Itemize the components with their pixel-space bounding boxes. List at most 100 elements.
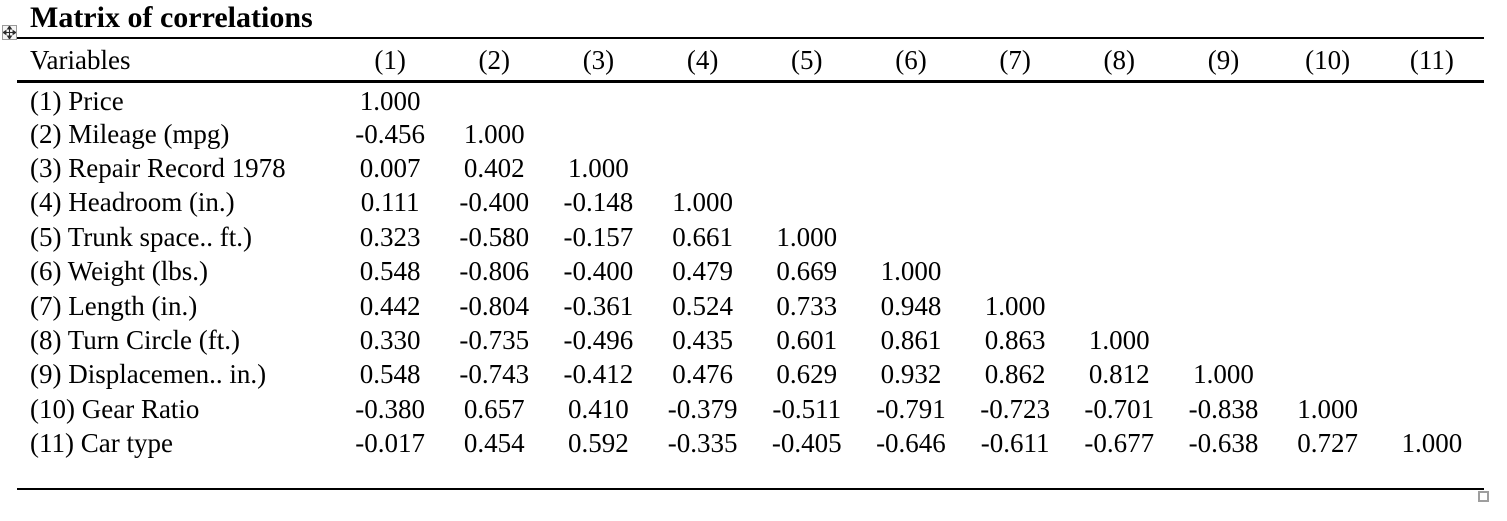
empty-cell <box>859 186 963 220</box>
empty-cell <box>651 82 755 118</box>
empty-cell <box>442 82 546 118</box>
correlation-cell: 1.000 <box>463 118 525 149</box>
empty-cell <box>1171 220 1275 254</box>
correlation-cell: 1.000 <box>672 187 733 218</box>
correlation-cell: 1.000 <box>1193 359 1254 390</box>
empty-cell <box>1067 255 1171 289</box>
empty-cell <box>755 82 859 118</box>
table-resize-handle[interactable] <box>1478 491 1489 502</box>
empty-cell <box>546 117 650 151</box>
empty-cell <box>1276 358 1380 392</box>
correlation-cell: -0.743 <box>459 359 530 390</box>
empty-cell <box>963 82 1067 118</box>
correlation-cell: 0.435 <box>672 325 733 356</box>
correlation-cell: -0.638 <box>1188 428 1259 459</box>
table-body: (1) Price 1.000 (2) Mileage (mpg) -0.456 1.0… <box>17 82 1484 461</box>
empty-cell <box>859 117 963 151</box>
correlation-cell: 0.948 <box>880 290 942 321</box>
row-label: (11) Car type <box>30 428 173 459</box>
correlation-cell: 1.000 <box>568 153 629 184</box>
empty-cell <box>755 117 859 151</box>
empty-cell <box>859 151 963 185</box>
table-row: (9) Displacemen.. in.) 0.548 -0.743 -0.412 0… <box>17 358 1484 392</box>
empty-cell <box>1380 358 1484 392</box>
empty-cell <box>1276 117 1380 151</box>
correlation-cell: -0.400 <box>563 256 634 287</box>
empty-cell <box>963 117 1067 151</box>
row-label: (1) Price <box>30 86 124 116</box>
row-label: (6) Weight (lbs.) <box>30 256 209 287</box>
correlation-cell: 0.661 <box>672 221 733 252</box>
correlation-cell: 0.454 <box>463 428 525 459</box>
empty-cell <box>963 220 1067 254</box>
table-row: (4) Headroom (in.) 0.111 -0.400 -0.148 1.000 <box>17 186 1484 220</box>
correlation-cell: -0.335 <box>667 428 738 459</box>
correlation-cell: -0.701 <box>1084 393 1155 424</box>
correlation-cell: 0.657 <box>463 393 525 424</box>
empty-cell <box>651 117 755 151</box>
table-row: (3) Repair Record 1978 0.007 0.402 1.000 <box>17 151 1484 185</box>
table-move-handle[interactable] <box>2 25 17 40</box>
empty-cell <box>1067 220 1171 254</box>
page-title: Matrix of correlations <box>30 1 313 34</box>
correlation-cell: 0.479 <box>672 256 733 287</box>
column-header: (5) <box>791 45 823 75</box>
empty-cell <box>1276 220 1380 254</box>
correlation-cell: 1.000 <box>1297 393 1358 424</box>
empty-cell <box>1380 220 1484 254</box>
correlation-cell: 1.000 <box>984 290 1046 321</box>
empty-cell <box>1380 392 1484 426</box>
table-row: (2) Mileage (mpg) -0.456 1.000 <box>17 117 1484 151</box>
correlation-cell: 0.323 <box>359 221 421 252</box>
correlation-cell: 0.524 <box>672 290 733 321</box>
correlation-table: Variables (1) (2) (3) (4) (5) (6) (7) (8) (9) (10… <box>17 37 1484 490</box>
empty-cell <box>1067 151 1171 185</box>
correlation-cell: 0.548 <box>359 256 421 287</box>
correlation-cell: -0.646 <box>876 428 946 459</box>
empty-cell <box>1171 82 1275 118</box>
column-header: (11) <box>1409 45 1454 75</box>
row-label: (8) Turn Circle (ft.) <box>30 325 240 356</box>
empty-cell <box>1276 151 1380 185</box>
four-way-arrow-icon <box>3 26 16 39</box>
correlation-cell: -0.148 <box>563 187 634 218</box>
empty-cell <box>651 151 755 185</box>
empty-cell <box>1067 186 1171 220</box>
empty-cell <box>963 151 1067 185</box>
correlation-cell: 0.601 <box>776 325 838 356</box>
table-row: (8) Turn Circle (ft.) 0.330 -0.735 -0.496 0.… <box>17 323 1484 357</box>
table-row: (6) Weight (lbs.) 0.548 -0.806 -0.400 0.479 0… <box>17 255 1484 289</box>
correlation-cell: 0.932 <box>880 359 942 390</box>
empty-cell <box>546 82 650 118</box>
correlation-cell: -0.157 <box>563 221 634 252</box>
correlation-cell: 1.000 <box>1401 428 1463 459</box>
correlation-cell: -0.380 <box>355 393 425 424</box>
correlation-cell: -0.806 <box>459 256 530 287</box>
empty-cell <box>1171 255 1275 289</box>
correlation-cell: -0.017 <box>355 428 425 459</box>
correlation-cell: 0.548 <box>359 359 421 390</box>
correlation-cell: 0.629 <box>776 359 838 390</box>
empty-cell <box>1380 323 1484 357</box>
correlation-cell: 0.592 <box>568 428 629 459</box>
correlation-cell: -0.611 <box>980 428 1050 459</box>
empty-cell <box>755 186 859 220</box>
table-row: (10) Gear Ratio -0.380 0.657 0.410 -0.379 -0.… <box>17 392 1484 426</box>
column-header: (4) <box>686 45 719 75</box>
table-row: (11) Car type -0.017 0.454 0.592 -0.335 -0.40… <box>17 427 1484 461</box>
empty-cell <box>1171 117 1275 151</box>
empty-cell <box>1276 186 1380 220</box>
column-header-variables: Variables <box>30 45 131 75</box>
empty-cell <box>1380 117 1484 151</box>
correlation-cell: 1.000 <box>359 86 421 116</box>
empty-cell <box>1067 82 1171 118</box>
correlation-cell: -0.400 <box>459 187 530 218</box>
correlation-cell: -0.379 <box>667 393 738 424</box>
empty-cell <box>1380 186 1484 220</box>
row-label: (10) Gear Ratio <box>30 393 200 424</box>
correlation-cell: 0.862 <box>984 359 1046 390</box>
column-header: (3) <box>582 45 615 75</box>
empty-cell <box>859 82 963 118</box>
column-header: (2) <box>478 45 510 75</box>
correlation-cell: 0.007 <box>359 153 421 184</box>
